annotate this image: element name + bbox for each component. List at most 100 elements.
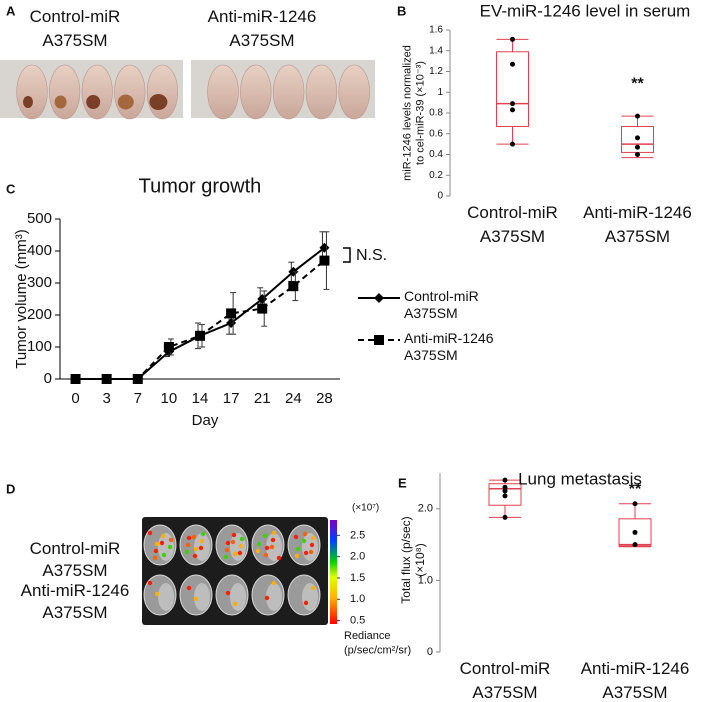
mouse <box>16 64 48 120</box>
data-point <box>632 501 638 507</box>
y-tick-label: 0.4 <box>429 149 443 160</box>
signal-spot <box>147 530 153 536</box>
y-tick-label: 100 <box>27 338 52 355</box>
y-axis-label: Total flux (p/sec)(×10⁸) <box>399 516 427 603</box>
mouse <box>338 64 370 120</box>
x-tick-label: Control-miR A375SM <box>460 659 551 702</box>
signal-spot <box>301 538 307 544</box>
x-tick-label: 21 <box>254 390 271 407</box>
mouse <box>81 64 113 120</box>
colorbar-unit: (×10⁷) <box>352 503 379 514</box>
signal-spot <box>270 537 276 543</box>
x-axis-label: Day <box>192 412 219 429</box>
marker <box>195 330 205 341</box>
signal-spot <box>154 591 160 597</box>
data-point <box>510 36 515 42</box>
signal-spot <box>295 546 301 552</box>
data-point <box>502 477 508 483</box>
signal-spot <box>263 552 269 558</box>
signal-spot <box>231 532 237 538</box>
signal-spot <box>185 542 191 548</box>
data-point <box>510 107 515 113</box>
y-tick-label: 0 <box>437 191 443 202</box>
signal-spot <box>200 531 206 537</box>
y-tick-label: 200 <box>27 306 52 323</box>
chart-title: Tumor growth <box>139 175 262 197</box>
x-tick-label: Anti-miR-1246 A375SM <box>581 659 690 702</box>
signal-spot <box>184 549 190 555</box>
bracket <box>343 247 351 263</box>
y-tick-label: 0 <box>427 646 433 658</box>
signal-spot <box>199 538 205 544</box>
data-point <box>635 113 640 119</box>
y-tick-label: 0.8 <box>429 108 443 119</box>
data-point <box>510 141 515 147</box>
legend-marker <box>374 335 384 345</box>
data-point <box>635 152 640 157</box>
signal-spot <box>152 555 158 561</box>
signal-spot <box>302 531 308 537</box>
tumor <box>23 96 33 108</box>
signal-spot <box>264 545 270 551</box>
signal-spot <box>232 551 238 557</box>
marker <box>132 374 143 384</box>
x-tick-label: 24 <box>285 390 302 407</box>
signal-spot <box>303 600 309 606</box>
y-tick-label: 0 <box>44 370 52 387</box>
significance: ** <box>629 481 642 498</box>
signal-spot <box>225 590 231 596</box>
colorbar-tick-label: 1.5 <box>350 572 365 584</box>
significance: ** <box>631 75 644 92</box>
y-tick-label: 1.0 <box>418 574 433 586</box>
signal-spot <box>256 541 262 547</box>
lung <box>230 533 246 561</box>
x-tick-label: 0 <box>71 390 79 407</box>
signal-spot <box>310 535 316 541</box>
colorbar-tick-label: 0.5 <box>350 614 365 626</box>
lung <box>194 583 210 611</box>
signal-spot <box>198 545 204 551</box>
legend-label: Control-miR A375SM <box>404 288 479 321</box>
data-point <box>510 101 515 107</box>
group-label: Control-miR A375SM <box>30 539 121 580</box>
signal-spot <box>223 554 229 560</box>
data-point <box>502 488 508 494</box>
x-tick-label: Anti-miR-1246 A375SM <box>583 203 692 246</box>
colorbar-tick-label: 2.5 <box>350 529 365 541</box>
data-point <box>635 135 640 141</box>
signal-spot <box>237 550 243 556</box>
group-label: Anti-miR-1246 A375SM <box>21 581 130 622</box>
signal-spot <box>232 601 238 607</box>
signal-spot <box>294 553 300 559</box>
data-point <box>635 144 640 150</box>
signal-spot <box>308 549 314 555</box>
y-tick-label: 0.2 <box>429 170 443 181</box>
signal-spot <box>238 543 244 549</box>
data-point <box>502 493 508 499</box>
marker <box>70 374 81 384</box>
marker <box>226 308 237 319</box>
signal-spot <box>193 596 199 602</box>
signal-spot <box>225 540 231 546</box>
y-tick-label: 0.6 <box>429 128 443 139</box>
x-tick-label: 7 <box>134 390 142 407</box>
signal-spot <box>154 541 160 547</box>
tumor <box>149 94 168 110</box>
series-line <box>75 259 326 380</box>
chart-title: EV-miR-1246 level in serum <box>480 1 691 20</box>
x-tick-label: 10 <box>161 390 178 407</box>
legend-marker <box>374 293 384 303</box>
data-point <box>502 514 508 520</box>
y-tick-label: 300 <box>27 274 52 291</box>
x-tick-label: Control-miR A375SM <box>467 203 558 246</box>
panel-letter: C <box>6 181 16 196</box>
mouse <box>114 64 146 120</box>
signal-spot <box>191 534 197 540</box>
signal-spot <box>168 537 174 543</box>
signal-spot <box>224 547 230 553</box>
y-tick-label: 400 <box>27 242 52 259</box>
signal-spot <box>271 530 277 536</box>
marker <box>101 374 112 384</box>
